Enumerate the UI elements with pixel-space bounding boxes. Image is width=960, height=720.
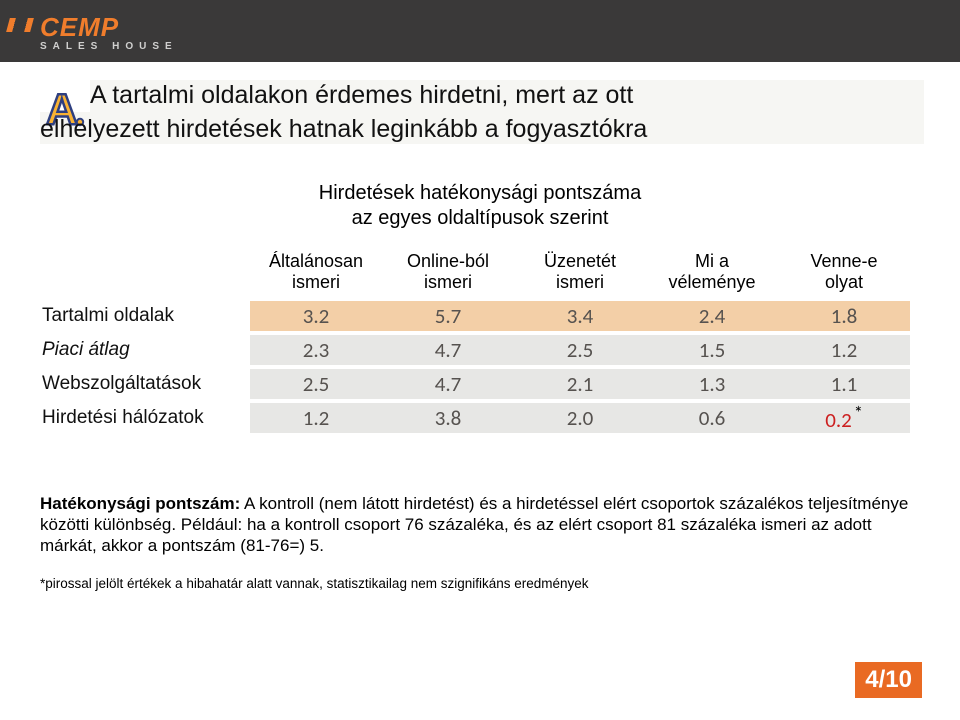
table-cell: 3.8: [382, 405, 514, 431]
table-cell: 1.2: [778, 337, 910, 363]
table-cell: 4.7: [382, 337, 514, 363]
column-header: Venne-eolyat: [778, 251, 910, 292]
table-cell: 5.7: [382, 303, 514, 329]
chart-title-line-2: az egyes oldaltípusok szerint: [40, 206, 920, 231]
row-label: Webszolgáltatások: [40, 373, 250, 395]
chart-title: Hirdetések hatékonysági pontszáma az egy…: [40, 181, 920, 231]
column-header-line1: Venne-e: [778, 251, 910, 272]
data-table: ÁltalánosanismeriOnline-bólismeriÜzeneté…: [40, 251, 920, 434]
column-header-line2: ismeri: [382, 272, 514, 293]
row-label: Hirdetési hálózatok: [40, 407, 250, 429]
slide-title: A tartalmi oldalakon érdemes hirdetni, m…: [90, 80, 924, 115]
column-header-line2: ismeri: [250, 272, 382, 293]
table-cell: 2.5: [514, 337, 646, 363]
table-row: Hirdetési hálózatok1.23.82.00.60.2*: [40, 401, 920, 435]
row-data: 2.34.72.51.51.2: [250, 335, 910, 365]
column-header-line1: Mi a: [646, 251, 778, 272]
footnote-lead: Hatékonysági pontszám:: [40, 494, 240, 513]
column-header: Online-bólismeri: [382, 251, 514, 292]
table-cell: 1.8: [778, 303, 910, 329]
table-row: Piaci átlag2.34.72.51.51.2: [40, 333, 920, 367]
table-cell: 1.1: [778, 371, 910, 397]
brand-name: CEMP: [40, 12, 178, 43]
table-cell: 3.4: [514, 303, 646, 329]
footnote-1: Hatékonysági pontszám: A kontroll (nem l…: [40, 493, 920, 557]
row-data: 2.54.72.11.31.1: [250, 369, 910, 399]
table-cell: 1.2: [250, 405, 382, 431]
page-number: 4/10: [855, 662, 922, 698]
table-cell: 0.2*: [778, 402, 910, 433]
slide-content: A A tartalmi oldalakon érdemes hirdetni,…: [0, 62, 960, 591]
column-header-line2: ismeri: [514, 272, 646, 293]
column-header: Általánosanismeri: [250, 251, 382, 292]
table-rows: Tartalmi oldalak3.25.73.42.41.8Piaci átl…: [40, 299, 920, 435]
column-header-line1: Általánosan: [250, 251, 382, 272]
row-label: Piaci átlag: [40, 339, 250, 361]
column-header: Üzenetétismeri: [514, 251, 646, 292]
table-row: Webszolgáltatások2.54.72.11.31.1: [40, 367, 920, 401]
table-cell: 2.0: [514, 405, 646, 431]
column-header: Mi avéleménye: [646, 251, 778, 292]
row-data: 3.25.73.42.41.8: [250, 301, 910, 331]
column-headers: ÁltalánosanismeriOnline-bólismeriÜzeneté…: [250, 251, 920, 292]
table-cell: 0.6: [646, 405, 778, 431]
chart-title-line-1: Hirdetések hatékonysági pontszáma: [40, 181, 920, 206]
column-header-line2: olyat: [778, 272, 910, 293]
table-cell: 3.2: [250, 303, 382, 329]
table-row: Tartalmi oldalak3.25.73.42.41.8: [40, 299, 920, 333]
title-line-1: A tartalmi oldalakon érdemes hirdetni, m…: [90, 80, 924, 111]
brand-logo: CEMP SALES HOUSE: [40, 12, 178, 52]
title-line-2: elhelyezett hirdetések hatnak leginkább …: [40, 114, 920, 145]
footnote-2: *pirossal jelölt értékek a hibahatár ala…: [40, 576, 920, 591]
column-header-line1: Üzenetét: [514, 251, 646, 272]
row-data: 1.23.82.00.60.2*: [250, 403, 910, 433]
table-cell: 2.5: [250, 371, 382, 397]
table-cell: 1.3: [646, 371, 778, 397]
header-bar: CEMP SALES HOUSE: [0, 0, 960, 62]
table-cell: 2.3: [250, 337, 382, 363]
table-cell: 4.7: [382, 371, 514, 397]
column-header-line2: véleménye: [646, 272, 778, 293]
table-cell: 1.5: [646, 337, 778, 363]
table-cell: 2.1: [514, 371, 646, 397]
row-label: Tartalmi oldalak: [40, 305, 250, 327]
column-header-line1: Online-ból: [382, 251, 514, 272]
table-cell: 2.4: [646, 303, 778, 329]
